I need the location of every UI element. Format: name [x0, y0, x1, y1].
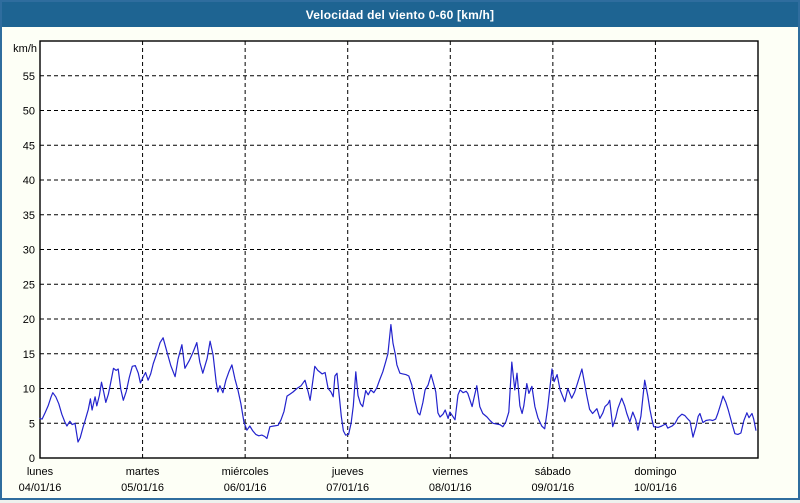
x-day-date-label: 10/01/16	[634, 482, 677, 494]
x-day-date-label: 08/01/16	[429, 482, 472, 494]
x-day-name-label: jueves	[331, 466, 364, 478]
x-day-name-label: lunes	[27, 466, 54, 478]
y-tick-label: 25	[23, 279, 35, 291]
y-axis-unit-label: km/h	[13, 43, 37, 55]
y-tick-label: 5	[29, 418, 35, 430]
y-tick-label: 55	[23, 71, 35, 83]
x-day-date-label: 05/01/16	[121, 482, 164, 494]
x-day-name-label: domingo	[634, 466, 676, 478]
chart-title-bar: Velocidad del viento 0-60 [km/h]	[2, 2, 798, 27]
y-tick-label: 0	[29, 453, 35, 465]
chart-title: Velocidad del viento 0-60 [km/h]	[305, 7, 495, 22]
plot-border	[39, 40, 759, 459]
y-tick-label: 30	[23, 245, 35, 257]
x-day-name-label: sábado	[535, 466, 571, 478]
x-day-name-label: viernes	[433, 466, 469, 478]
y-tick-label: 50	[23, 106, 35, 118]
y-tick-label: 40	[23, 175, 35, 187]
y-tick-label: 45	[23, 140, 35, 152]
x-day-date-label: 09/01/16	[531, 482, 574, 494]
x-day-name-label: martes	[126, 466, 160, 478]
x-day-date-label: 07/01/16	[326, 482, 369, 494]
y-tick-label: 20	[23, 314, 35, 326]
x-day-name-label: miércoles	[222, 466, 270, 478]
x-day-date-label: 06/01/16	[224, 482, 267, 494]
x-day-date-label: 04/01/16	[19, 482, 62, 494]
wind-speed-series-line	[39, 324, 757, 443]
y-tick-label: 35	[23, 210, 35, 222]
y-tick-label: 10	[23, 384, 35, 396]
y-tick-label: 15	[23, 349, 35, 361]
